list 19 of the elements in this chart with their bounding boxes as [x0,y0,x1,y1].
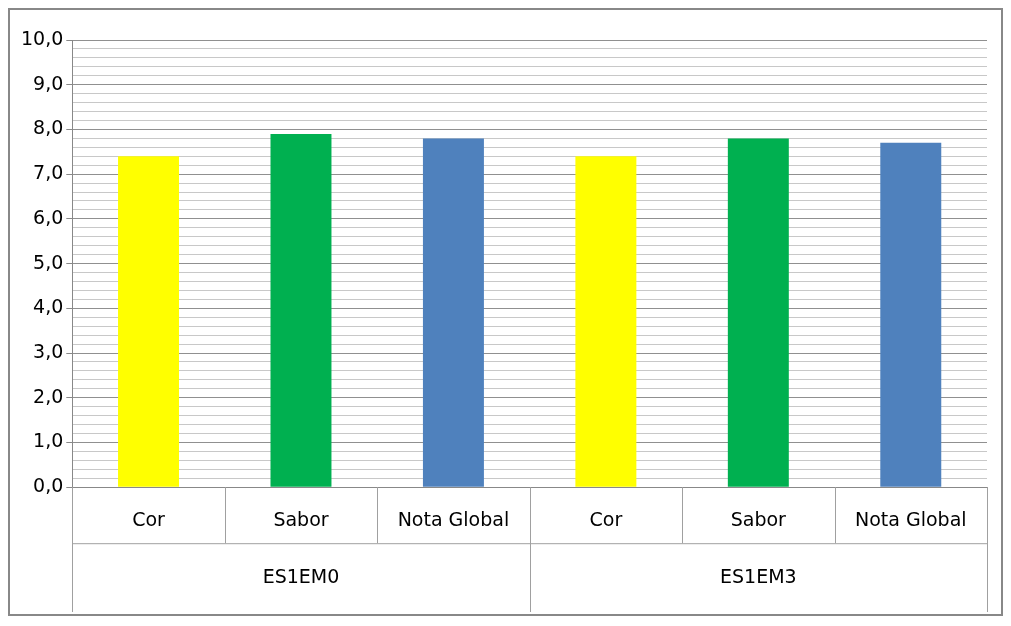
x-tick-label: Cor [132,507,166,530]
x-tick-label: Sabor [273,507,329,530]
y-tick-label: 0,0 [33,474,64,497]
y-tick-label: 3,0 [33,339,64,362]
y-tick-label: 10,0 [20,26,64,49]
x-tick-label: Nota Global [854,507,967,530]
y-tick-label: 9,0 [33,71,64,94]
y-tick-label: 1,0 [33,429,64,452]
y-tick-label: 5,0 [33,250,64,273]
x-tick-label: Cor [589,507,623,530]
x-tick-label: Nota Global [397,507,510,530]
y-tick-label: 8,0 [33,116,64,139]
y-tick-label: 4,0 [33,295,64,318]
x-tick-label: Sabor [730,507,787,530]
y-tick-label: 6,0 [33,205,64,228]
text: ES1EM0 [262,564,340,587]
y-tick-label: 7,0 [33,161,64,184]
text: ES1EM3 [720,564,797,587]
y-tick-label: 2,0 [33,384,64,407]
